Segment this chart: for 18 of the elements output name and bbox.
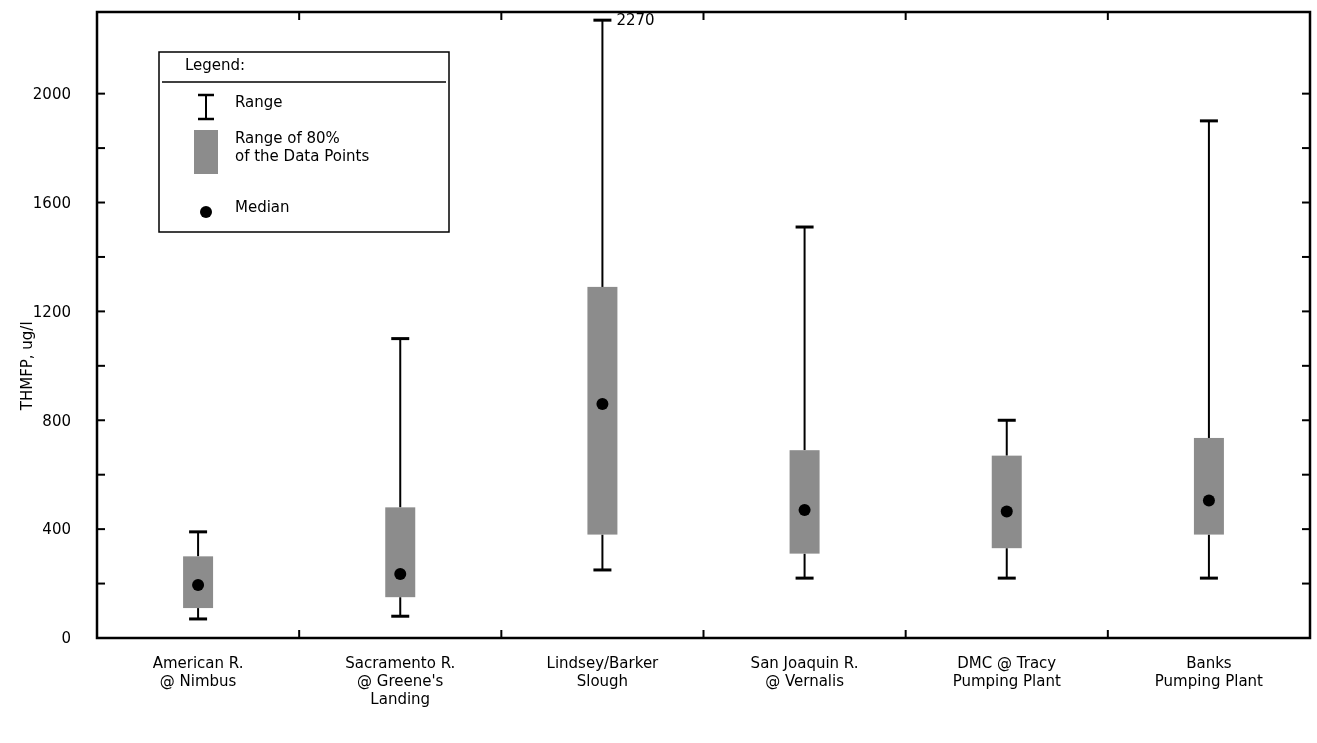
- x-tick-label: American R. @ Nimbus: [152, 654, 244, 690]
- annotation: Median: [235, 198, 290, 216]
- x-tick-label: Banks Pumping Plant: [1154, 654, 1264, 690]
- x-tick-label: San Joaquin R. @ Vernalis: [750, 654, 859, 690]
- x-tick-label: Lindsey/Barker Slough: [546, 654, 660, 690]
- annotation: 2270: [616, 11, 655, 30]
- y-tick-label: 1200: [32, 302, 71, 321]
- x-tick-label: Sacramento R. @ Greene's Landing: [345, 654, 456, 708]
- annotation: Range: [235, 93, 283, 111]
- x-tick-label: DMC @ Tracy Pumping Plant: [952, 654, 1061, 690]
- y-tick-label: 800: [42, 411, 71, 430]
- y-tick-label: 0: [61, 629, 71, 648]
- y-tick-label: 1600: [32, 193, 71, 212]
- y-tick-label: 2000: [32, 84, 71, 103]
- y-tick-label: 400: [42, 520, 71, 539]
- y-axis-title: THMFP, ug/l: [18, 321, 36, 412]
- legend-title: Legend:: [185, 56, 246, 74]
- annotation: Range of 80% of the Data Points: [235, 129, 370, 165]
